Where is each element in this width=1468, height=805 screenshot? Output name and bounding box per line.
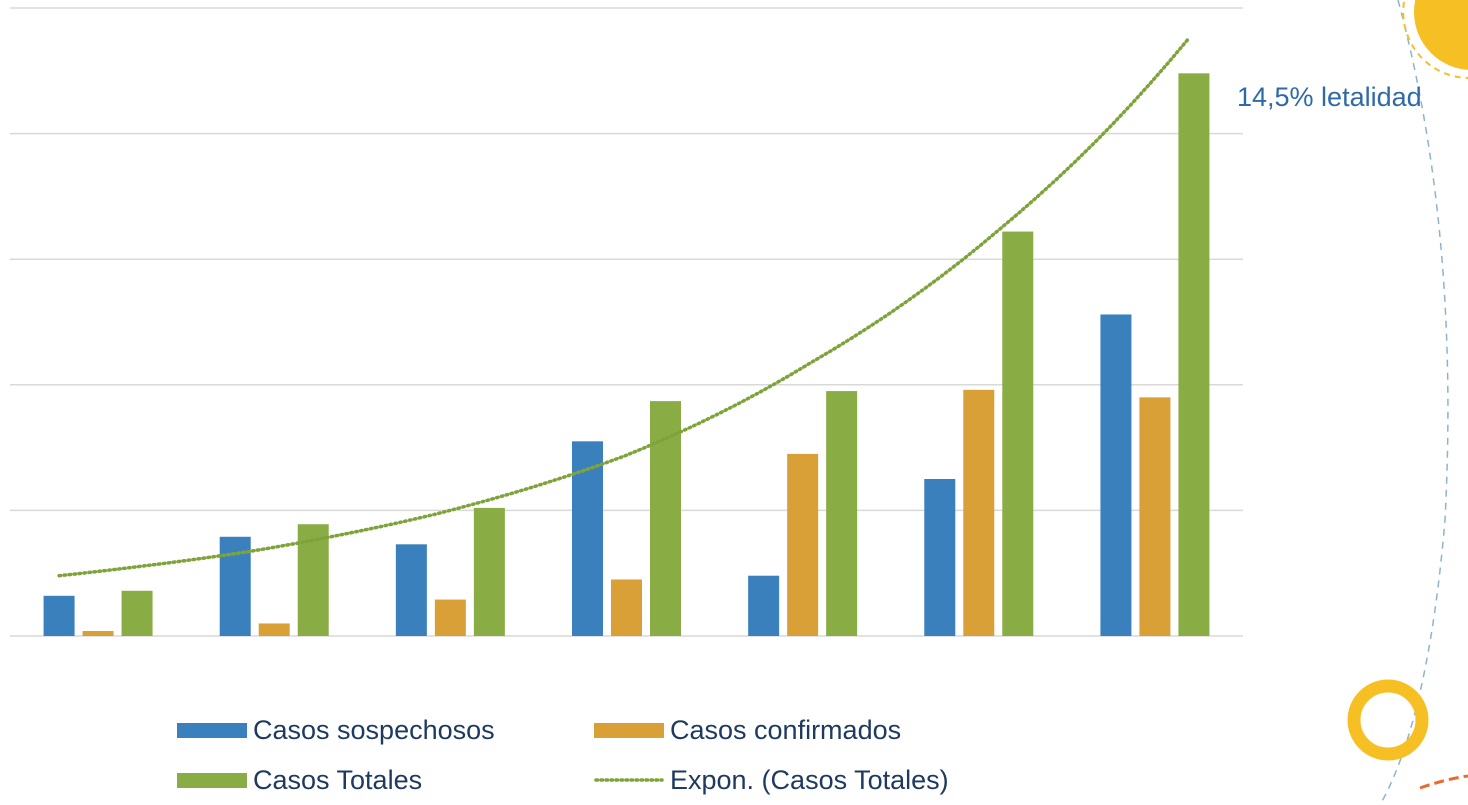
legend-label-casos-confirmados: Casos confirmados [670,715,901,745]
bar-casos-totales-3 [473,507,505,636]
bar-casos-totales-1 [121,590,153,636]
bar-casos-confirmados-2 [258,623,290,636]
legend-label-casos-sospechosos: Casos sospechosos [253,715,495,745]
bars [43,73,1210,636]
annotation-letalidad: 14,5% letalidad [1237,82,1422,112]
bar-casos-totales-4 [650,401,681,636]
legend-label-casos-totales: Casos Totales [253,765,422,795]
bar-casos-sospechosos-6 [924,479,956,636]
bar-casos-confirmados-4 [611,579,642,636]
legend-swatch-casos-sospechosos [177,723,247,738]
bar-casos-confirmados-1 [82,630,114,636]
bar-casos-confirmados-5 [787,453,819,636]
bar-casos-confirmados-3 [434,599,466,636]
legend-label-expon-casos-totales: Expon. (Casos Totales) [670,765,949,795]
orange-dash-decoration [1419,774,1468,790]
bar-casos-totales-6 [1002,231,1034,636]
trendline-expon-casos-totales [57,37,1190,578]
trendline [57,37,1190,578]
legend: Casos sospechosos Casos confirmados Casos … [177,715,949,795]
bar-casos-sospechosos-3 [395,544,427,636]
bar-casos-totales-7 [1178,73,1210,636]
legend-swatch-casos-confirmados [594,723,664,738]
legend-swatch-casos-totales [177,773,247,788]
yellow-circle-decoration [1414,0,1468,70]
bar-casos-confirmados-6 [963,389,995,636]
gridlines [10,7,1243,637]
dashed-circle-outline-decoration [1402,1,1468,79]
bar-casos-sospechosos-5 [748,575,780,636]
bar-casos-totales-5 [826,391,858,636]
bar-casos-sospechosos-1 [43,595,75,636]
bar-casos-confirmados-7 [1139,397,1171,636]
dashed-arc-decoration [1379,0,1449,805]
decoration-layer [1347,0,1468,805]
bar-casos-sospechosos-7 [1100,314,1132,636]
yellow-ring-decoration [1347,679,1429,761]
